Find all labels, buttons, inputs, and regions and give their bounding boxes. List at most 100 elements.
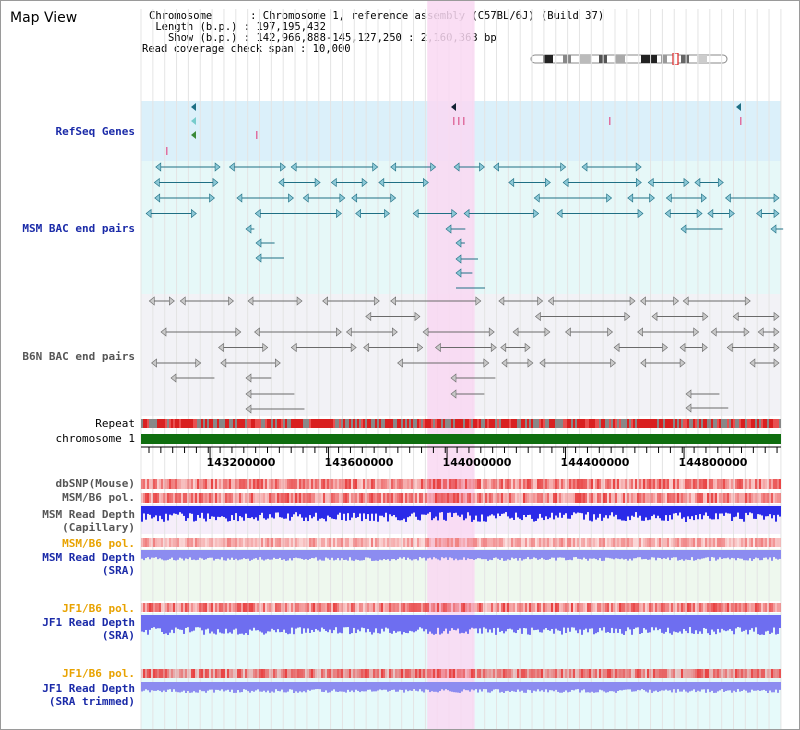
triangle-arrow-icon xyxy=(627,193,634,203)
msm-sra-depth-bar xyxy=(691,550,693,558)
jf1-pol-cell xyxy=(305,603,307,612)
jf1-pol-trim-cell xyxy=(317,669,319,678)
dbsnp-cell xyxy=(229,479,231,489)
jf1-pol-trim-cell xyxy=(729,669,731,678)
jf1-sra-depth-bar xyxy=(663,615,665,634)
jf1-pol-trim-cell xyxy=(279,669,281,678)
jf1-pol-trim-cell xyxy=(309,669,311,678)
msm-pol-sra-cell xyxy=(333,538,335,547)
dbsnp-cell xyxy=(611,479,613,489)
dbsnp-cell xyxy=(331,479,333,489)
jf1-pol-trim-cell xyxy=(237,669,239,678)
msm-pol-sra-cell xyxy=(393,538,395,547)
dbsnp-cell xyxy=(761,479,763,489)
dbsnp-cell xyxy=(337,479,339,489)
triangle-arrow-icon xyxy=(245,404,252,414)
jf1-pol-trim-cell xyxy=(529,669,531,678)
b6n-bac-pair xyxy=(498,296,544,306)
jf1-pol-cell xyxy=(689,603,691,612)
msm-capillary-depth-bar xyxy=(743,506,745,522)
jf1-pol-cell xyxy=(723,603,725,612)
msm-capillary-depth-bar xyxy=(277,506,279,513)
repeat-segment xyxy=(465,419,467,428)
msm-capillary-depth-bar xyxy=(487,506,489,517)
jf1-sra-depth-bar xyxy=(185,615,187,628)
jf1-sra-depth-bar xyxy=(505,615,507,632)
jf1-trim-depth-bar xyxy=(681,682,683,692)
repeat-segment xyxy=(141,419,143,428)
jf1-trim-depth-bar xyxy=(593,682,595,693)
jf1-trim-depth-bar xyxy=(307,682,309,690)
msm-pol-sra-cell xyxy=(469,538,471,547)
jf1-trim-depth-bar xyxy=(539,682,541,692)
msm-pol-sra-cell xyxy=(501,538,503,547)
repeat-segment xyxy=(253,419,255,428)
jf1-pol-cell xyxy=(191,603,193,612)
repeat-segment xyxy=(601,419,603,428)
repeat-segment xyxy=(441,419,443,428)
jf1-pol-trim-cell xyxy=(371,669,373,678)
jf1-trim-depth-bar xyxy=(327,682,329,693)
repeat-segment xyxy=(145,419,147,428)
dbsnp-cell xyxy=(283,479,285,489)
jf1-sra-depth-bar xyxy=(777,615,779,634)
triangle-arrow-icon xyxy=(412,208,419,219)
msm-pol-cell xyxy=(555,493,557,503)
jf1-pol-cell xyxy=(653,603,655,612)
jf1-pol-cell xyxy=(373,603,375,612)
jf1-pol-trim-cell xyxy=(157,669,159,678)
msm-bac-pair xyxy=(245,224,255,234)
msm-pol-sra-cell xyxy=(607,538,609,547)
msm-pol-cell xyxy=(469,493,471,503)
jf1-trim-depth-bar xyxy=(349,682,351,692)
msm-pol-cell xyxy=(277,493,279,503)
refseq-gene xyxy=(256,131,258,139)
msm-pol-sra-cell xyxy=(691,538,693,547)
dbsnp-cell xyxy=(207,479,209,489)
jf1-sra-depth-bar xyxy=(389,615,391,633)
msm-sra-depth-bar xyxy=(689,550,691,561)
jf1-pol-trim-cell xyxy=(339,669,341,678)
repeat-segment xyxy=(271,419,273,428)
msm-sra-depth-bar xyxy=(541,550,543,558)
b6n-bac-pair xyxy=(422,327,495,337)
jf1-pol-cell xyxy=(571,603,573,612)
jf1-pol-cell xyxy=(623,603,625,612)
jf1-pol-trim-cell xyxy=(269,669,271,678)
triangle-arrow-icon xyxy=(148,296,155,306)
dbsnp-cell xyxy=(741,479,743,489)
jf1-sra-depth-bar xyxy=(373,615,375,633)
msm-sra-depth-bar xyxy=(473,550,475,560)
msm-pol-cell xyxy=(693,493,695,503)
b6n-bac-label: B6N BAC end pairs xyxy=(22,350,135,363)
jf1-pol-cell xyxy=(211,603,213,612)
jf1-pol-cell xyxy=(329,603,331,612)
dbsnp-cell xyxy=(683,479,685,489)
jf1-trim-depth-bar xyxy=(407,682,409,692)
jf1-pol-cell xyxy=(669,603,671,612)
jf1-sra-depth-bar xyxy=(719,615,721,633)
b6n-bac-pair xyxy=(247,296,303,306)
jf1-pol-trim-cell xyxy=(501,669,503,678)
msm-pol-cell xyxy=(157,493,159,503)
jf1-trim-depth-bar xyxy=(461,682,463,692)
chromosome-ideogram-icon[interactable] xyxy=(529,53,729,65)
jf1-pol-cell xyxy=(179,603,181,612)
dbsnp-cell xyxy=(153,479,155,489)
jf1-pol-cell xyxy=(257,603,259,612)
msm-pol-cell xyxy=(211,493,213,503)
jf1-pol-cell xyxy=(399,603,401,612)
msm-capillary-depth-bar xyxy=(201,506,203,513)
b6n-bac-pair xyxy=(501,358,534,368)
repeat-segment xyxy=(457,419,459,428)
msm-sra-depth-bar xyxy=(273,550,275,558)
msm-sra-depth-bar xyxy=(379,550,381,560)
msm-pol-sra-cell xyxy=(765,538,767,547)
msm-pol-sra-cell xyxy=(451,538,453,547)
dbsnp-cell xyxy=(385,479,387,489)
jf1-sra-depth-bar xyxy=(381,615,383,629)
jf1-pol-cell xyxy=(357,603,359,612)
repeat-segment xyxy=(355,419,357,428)
b6n-bac-pair xyxy=(435,342,497,353)
